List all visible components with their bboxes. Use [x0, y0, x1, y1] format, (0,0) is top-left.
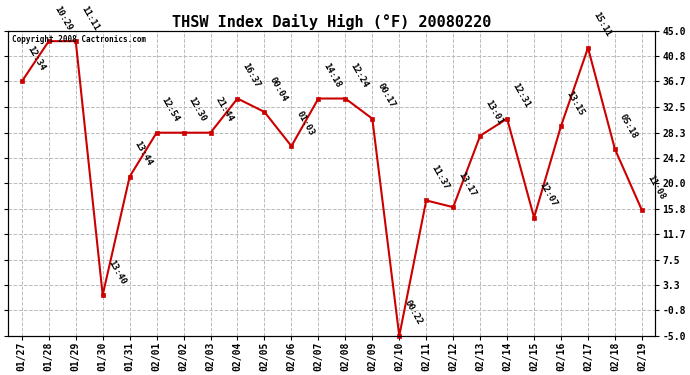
Text: 00:17: 00:17 — [375, 82, 397, 110]
Text: 16:37: 16:37 — [241, 62, 262, 89]
Text: 13:15: 13:15 — [564, 89, 586, 117]
Text: 13:17: 13:17 — [456, 170, 477, 198]
Text: 10:29: 10:29 — [52, 4, 73, 32]
Text: 12:30: 12:30 — [187, 96, 208, 123]
Text: 11:37: 11:37 — [429, 164, 451, 191]
Title: THSW Index Daily High (°F) 20080220: THSW Index Daily High (°F) 20080220 — [172, 13, 491, 30]
Text: 05:18: 05:18 — [618, 112, 640, 140]
Text: 15:11: 15:11 — [591, 11, 613, 39]
Text: 13:01: 13:01 — [484, 99, 504, 127]
Text: 21:44: 21:44 — [214, 96, 235, 123]
Text: 01:03: 01:03 — [295, 109, 316, 137]
Text: 13:40: 13:40 — [106, 258, 127, 286]
Text: 14:18: 14:18 — [322, 62, 343, 89]
Text: 12:24: 12:24 — [348, 62, 370, 89]
Text: 12:31: 12:31 — [511, 82, 531, 110]
Text: 00:04: 00:04 — [268, 75, 289, 103]
Text: 13:44: 13:44 — [133, 140, 154, 168]
Text: 11:08: 11:08 — [645, 173, 667, 201]
Text: 00:22: 00:22 — [402, 299, 424, 327]
Text: Copyright 2008 Cactronics.com: Copyright 2008 Cactronics.com — [12, 35, 146, 44]
Text: 12:34: 12:34 — [25, 45, 46, 72]
Text: 12:54: 12:54 — [160, 96, 181, 123]
Text: 11:11: 11:11 — [79, 4, 100, 32]
Text: 12:07: 12:07 — [538, 181, 558, 209]
